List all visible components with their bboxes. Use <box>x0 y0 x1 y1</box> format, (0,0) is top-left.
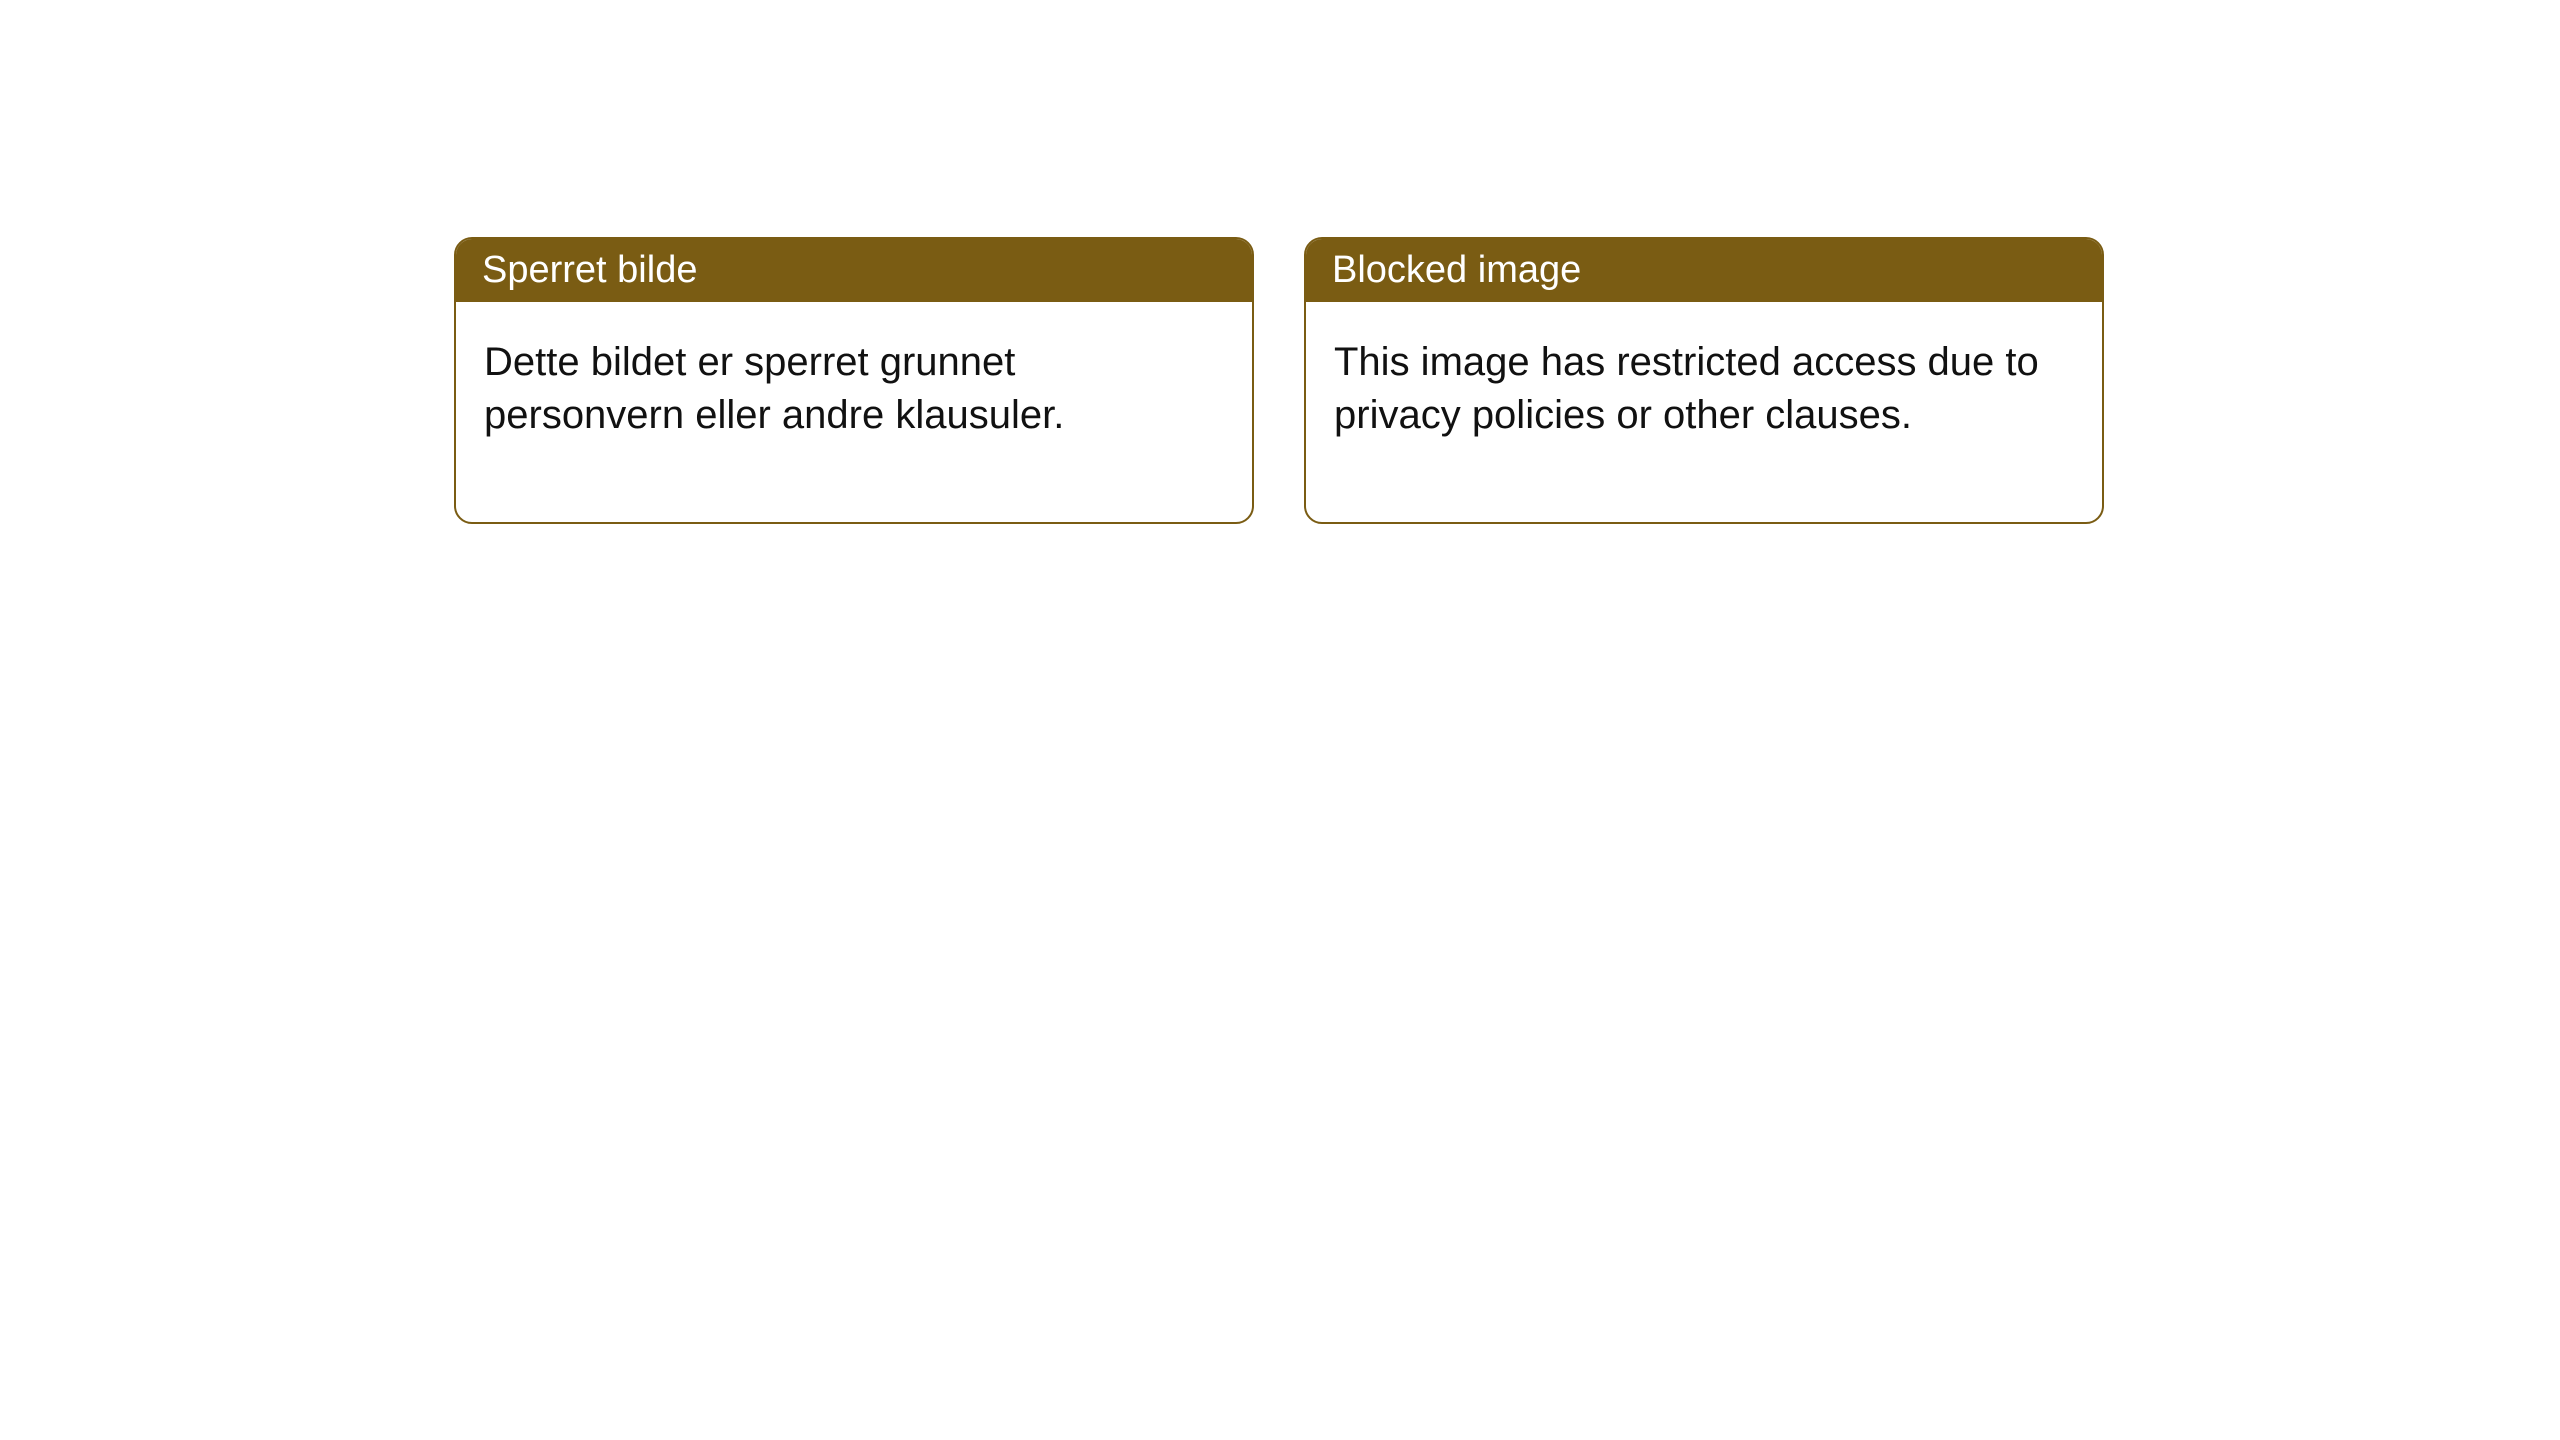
card-header-no: Sperret bilde <box>456 239 1252 302</box>
card-header-en: Blocked image <box>1306 239 2102 302</box>
card-body-en: This image has restricted access due to … <box>1306 302 2102 522</box>
blocked-image-card-no: Sperret bilde Dette bildet er sperret gr… <box>454 237 1254 524</box>
blocked-image-card-en: Blocked image This image has restricted … <box>1304 237 2104 524</box>
notice-container: Sperret bilde Dette bildet er sperret gr… <box>0 0 2560 524</box>
card-body-no: Dette bildet er sperret grunnet personve… <box>456 302 1252 522</box>
